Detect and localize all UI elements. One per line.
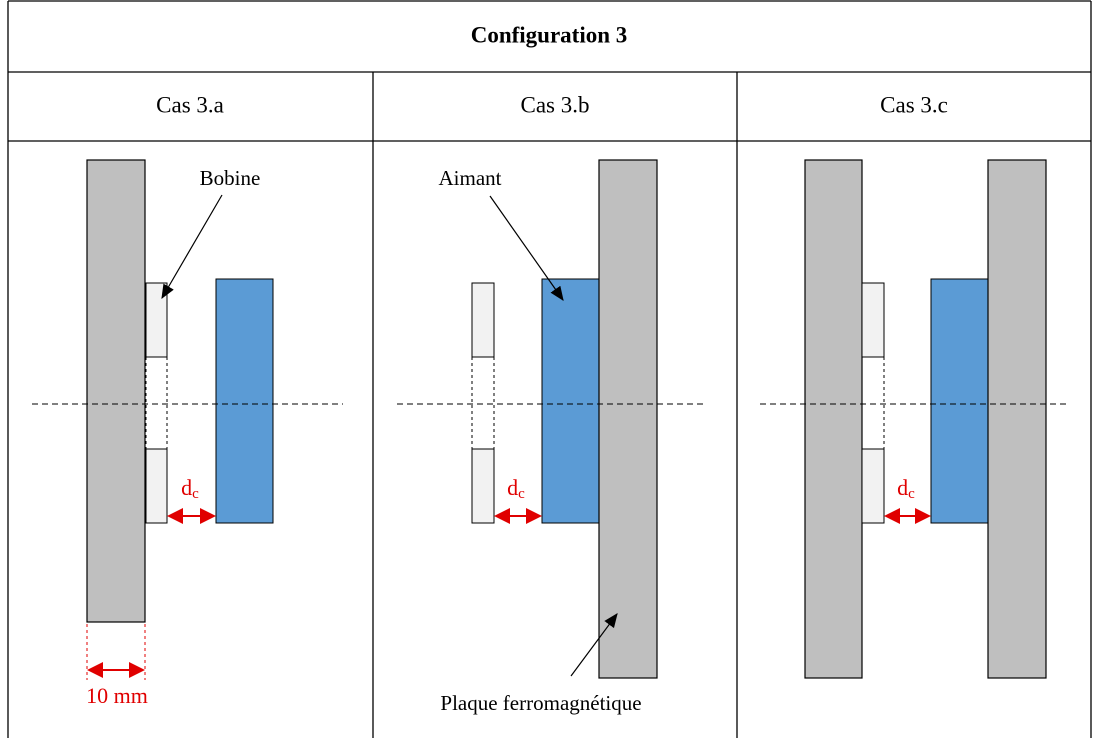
gap-label: dc — [181, 475, 199, 502]
table-grid — [7, 0, 1092, 738]
case-header: Cas 3.c — [880, 92, 948, 117]
gap-label: dc — [897, 475, 915, 502]
case-header: Cas 3.b — [521, 92, 590, 117]
gap-label: dc — [507, 475, 525, 502]
case-b-drawing — [397, 159, 707, 679]
magnet-label: Aimant — [439, 166, 502, 190]
plate-label: Plaque ferromagnétique — [440, 691, 641, 715]
case-a-drawing — [32, 159, 343, 680]
coil-label: Bobine — [200, 166, 261, 190]
width-label: 10 mm — [86, 683, 148, 708]
case-c-drawing — [760, 159, 1070, 679]
case-header: Cas 3.a — [156, 92, 224, 117]
title: Configuration 3 — [471, 22, 628, 47]
